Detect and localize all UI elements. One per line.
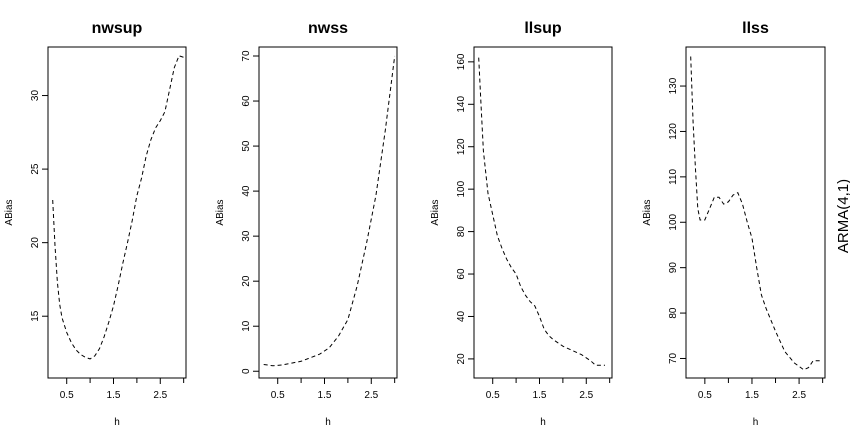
chart-title: nwss: [308, 20, 348, 37]
panels: nwsup 0.5 1.5 2.5 15 20 25 30 h ABias nwss 0.5 1.5 2.…: [4, 20, 826, 428]
y-tick-label: 70: [668, 352, 679, 364]
y-tick-label: 40: [456, 310, 467, 322]
y-axis-label: ABias: [642, 199, 653, 225]
side-label: ARMA(4,1): [835, 179, 850, 253]
x-axis-label: h: [114, 417, 120, 428]
x-tick-label: 2.5: [579, 390, 593, 401]
x-tick-label: 0.5: [486, 390, 500, 401]
chart-panel-nwsup: nwsup 0.5 1.5 2.5 15 20 25 30 h ABias: [4, 20, 187, 428]
plot-frame: [258, 46, 398, 379]
y-tick-label: 100: [456, 180, 467, 197]
y-tick-label: 140: [456, 96, 467, 113]
chart-title: llss: [742, 20, 769, 37]
plot-frame: [685, 46, 826, 379]
x-tick-label: 2.5: [792, 390, 806, 401]
y-tick-label: 120: [668, 123, 679, 140]
y-tick-label: 40: [241, 185, 252, 197]
series-line-llss: [690, 56, 823, 371]
x-tick-label: 2.5: [153, 390, 167, 401]
y-tick-label: 70: [241, 50, 252, 62]
y-tick-label: 15: [30, 310, 41, 322]
x-tick-label: 0.5: [698, 390, 712, 401]
y-axis-label: ABias: [215, 199, 226, 225]
x-tick-label: 1.5: [318, 390, 332, 401]
x-axis-label: h: [753, 417, 759, 428]
y-tick-label: 30: [30, 90, 41, 102]
y-tick-label: 130: [668, 77, 679, 94]
y-tick-label: 20: [456, 353, 467, 365]
chart-title: nwsup: [92, 20, 143, 37]
y-tick-label: 0: [241, 368, 252, 374]
y-tick-label: 10: [241, 320, 252, 332]
x-tick-label: 1.5: [533, 390, 547, 401]
chart-panel-llss: llss 0.5 1.5 2.5 70 80 90 100 110 120 130 h ABias: [642, 20, 826, 428]
y-tick-label: 20: [241, 275, 252, 287]
x-tick-label: 2.5: [364, 390, 378, 401]
x-tick-label: 0.5: [271, 390, 285, 401]
x-axis-label: h: [325, 417, 331, 428]
x-tick-label: 0.5: [60, 390, 74, 401]
y-tick-label: 110: [668, 168, 679, 184]
plot-frame: [473, 46, 613, 379]
y-tick-label: 60: [241, 95, 252, 107]
series-line-llsup: [478, 57, 605, 366]
y-tick-label: 20: [30, 237, 41, 249]
y-tick-label: 60: [456, 268, 467, 280]
y-tick-label: 50: [241, 140, 252, 152]
chart-title: llsup: [524, 20, 562, 37]
y-tick-label: 90: [668, 262, 679, 274]
plot-frame: [47, 46, 187, 379]
series-line-nwss: [263, 55, 396, 367]
y-tick-label: 30: [241, 230, 252, 242]
chart-panel-nwss: nwss 0.5 1.5 2.5 0 10 20 30 40 50 60 70 h ABias: [215, 20, 398, 428]
x-axis-label: h: [540, 417, 546, 428]
y-tick-label: 100: [668, 213, 679, 230]
y-axis-label: ABias: [4, 199, 15, 225]
y-tick-label: 25: [30, 163, 41, 175]
y-tick-label: 160: [456, 53, 467, 70]
x-tick-label: 1.5: [745, 390, 759, 401]
y-tick-label: 80: [456, 226, 467, 238]
y-tick-label: 80: [668, 307, 679, 319]
series-line-nwsup: [52, 55, 184, 360]
x-tick-label: 1.5: [107, 390, 121, 401]
chart-panel-llsup: llsup 0.5 1.5 2.5 20 40 60 80 100 120 140 160 h ABias: [430, 20, 613, 428]
y-axis-label: ABias: [430, 199, 441, 225]
y-tick-label: 120: [456, 138, 467, 155]
